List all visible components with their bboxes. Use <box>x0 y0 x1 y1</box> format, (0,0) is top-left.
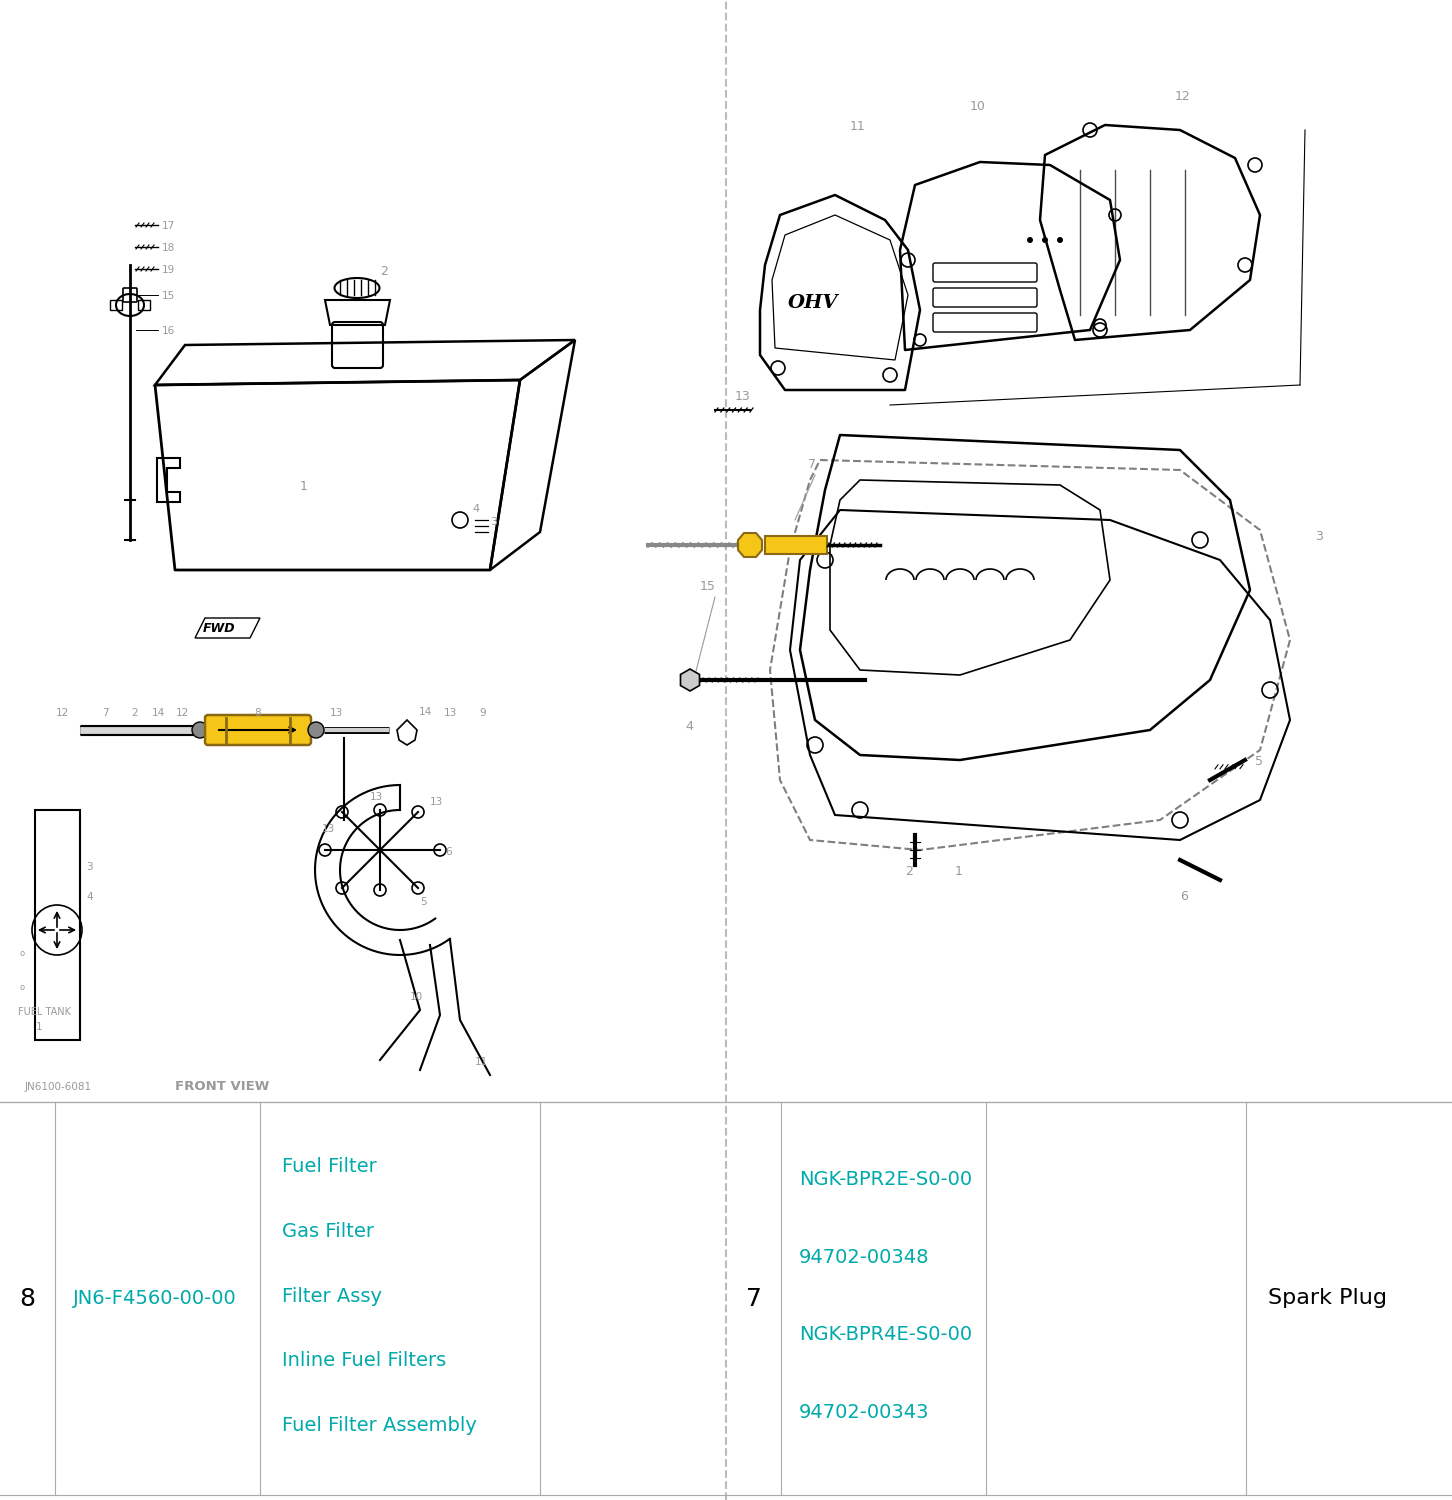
Text: Filter Assy: Filter Assy <box>282 1287 382 1305</box>
Text: 4: 4 <box>685 720 693 734</box>
Text: 2: 2 <box>380 266 388 278</box>
Text: 94702-00343: 94702-00343 <box>799 1402 929 1422</box>
Circle shape <box>192 722 208 738</box>
Text: NGK-BPR2E-S0-00: NGK-BPR2E-S0-00 <box>799 1170 973 1190</box>
Text: 3: 3 <box>489 518 497 526</box>
Text: 11: 11 <box>849 120 865 134</box>
Circle shape <box>1027 237 1032 243</box>
Text: 1: 1 <box>955 865 963 877</box>
Circle shape <box>1057 237 1063 243</box>
Text: 15: 15 <box>700 580 716 592</box>
Circle shape <box>1043 237 1048 243</box>
Text: 12: 12 <box>1175 90 1191 104</box>
Text: 6: 6 <box>444 847 452 856</box>
Text: FWD: FWD <box>203 622 235 634</box>
Text: o: o <box>20 982 25 992</box>
Text: 13: 13 <box>444 708 457 718</box>
Text: 3: 3 <box>86 862 93 871</box>
Polygon shape <box>765 536 828 554</box>
Text: NGK-BPR4E-S0-00: NGK-BPR4E-S0-00 <box>799 1326 973 1344</box>
Text: 17: 17 <box>163 220 176 231</box>
Text: 13: 13 <box>735 390 751 404</box>
Text: 2: 2 <box>132 708 138 718</box>
Text: 12: 12 <box>55 708 68 718</box>
Text: 2: 2 <box>905 865 913 877</box>
Text: 6: 6 <box>1180 890 1188 903</box>
Text: 19: 19 <box>163 266 176 274</box>
Text: 10: 10 <box>970 100 986 112</box>
Text: FRONT VIEW: FRONT VIEW <box>176 1080 270 1094</box>
Text: 13: 13 <box>370 792 383 802</box>
Text: 1: 1 <box>301 480 308 494</box>
Text: 18: 18 <box>163 243 176 254</box>
Text: 8: 8 <box>254 708 261 718</box>
Text: JN6100-6081: JN6100-6081 <box>25 1082 91 1092</box>
Text: Gas Filter: Gas Filter <box>282 1222 375 1240</box>
Text: 13: 13 <box>330 708 343 718</box>
Text: 3: 3 <box>1316 530 1323 543</box>
Text: Fuel Filter: Fuel Filter <box>282 1156 376 1176</box>
Circle shape <box>308 722 324 738</box>
FancyBboxPatch shape <box>205 716 311 746</box>
Text: JN6-F4560-00-00: JN6-F4560-00-00 <box>73 1288 237 1308</box>
Text: 15: 15 <box>163 291 176 302</box>
Text: 5: 5 <box>1255 754 1263 768</box>
Text: 8: 8 <box>19 1287 35 1311</box>
Text: 12: 12 <box>176 708 189 718</box>
Text: 7: 7 <box>745 1287 761 1311</box>
Text: 13: 13 <box>430 796 443 807</box>
Text: 14: 14 <box>420 706 433 717</box>
Text: OHV: OHV <box>788 294 838 312</box>
Text: 4: 4 <box>86 892 93 902</box>
Text: 5: 5 <box>420 897 427 908</box>
Text: 9: 9 <box>479 708 485 718</box>
Text: 13: 13 <box>322 824 335 834</box>
Text: 1: 1 <box>36 1022 42 1032</box>
Text: 7: 7 <box>102 708 109 718</box>
Text: Inline Fuel Filters: Inline Fuel Filters <box>282 1352 446 1370</box>
Text: 16: 16 <box>163 326 176 336</box>
Text: 14: 14 <box>151 708 164 718</box>
Text: Spark Plug: Spark Plug <box>1268 1288 1387 1308</box>
Text: FUEL TANK: FUEL TANK <box>17 1007 71 1017</box>
Text: o: o <box>20 950 25 958</box>
Text: 94702-00348: 94702-00348 <box>799 1248 929 1266</box>
Bar <box>35 810 80 1039</box>
Polygon shape <box>738 532 762 556</box>
Text: 11: 11 <box>475 1058 488 1066</box>
Text: 4: 4 <box>472 504 479 515</box>
Text: 7: 7 <box>807 458 816 471</box>
Text: 10: 10 <box>409 992 423 1002</box>
Text: Fuel Filter Assembly: Fuel Filter Assembly <box>282 1416 476 1436</box>
